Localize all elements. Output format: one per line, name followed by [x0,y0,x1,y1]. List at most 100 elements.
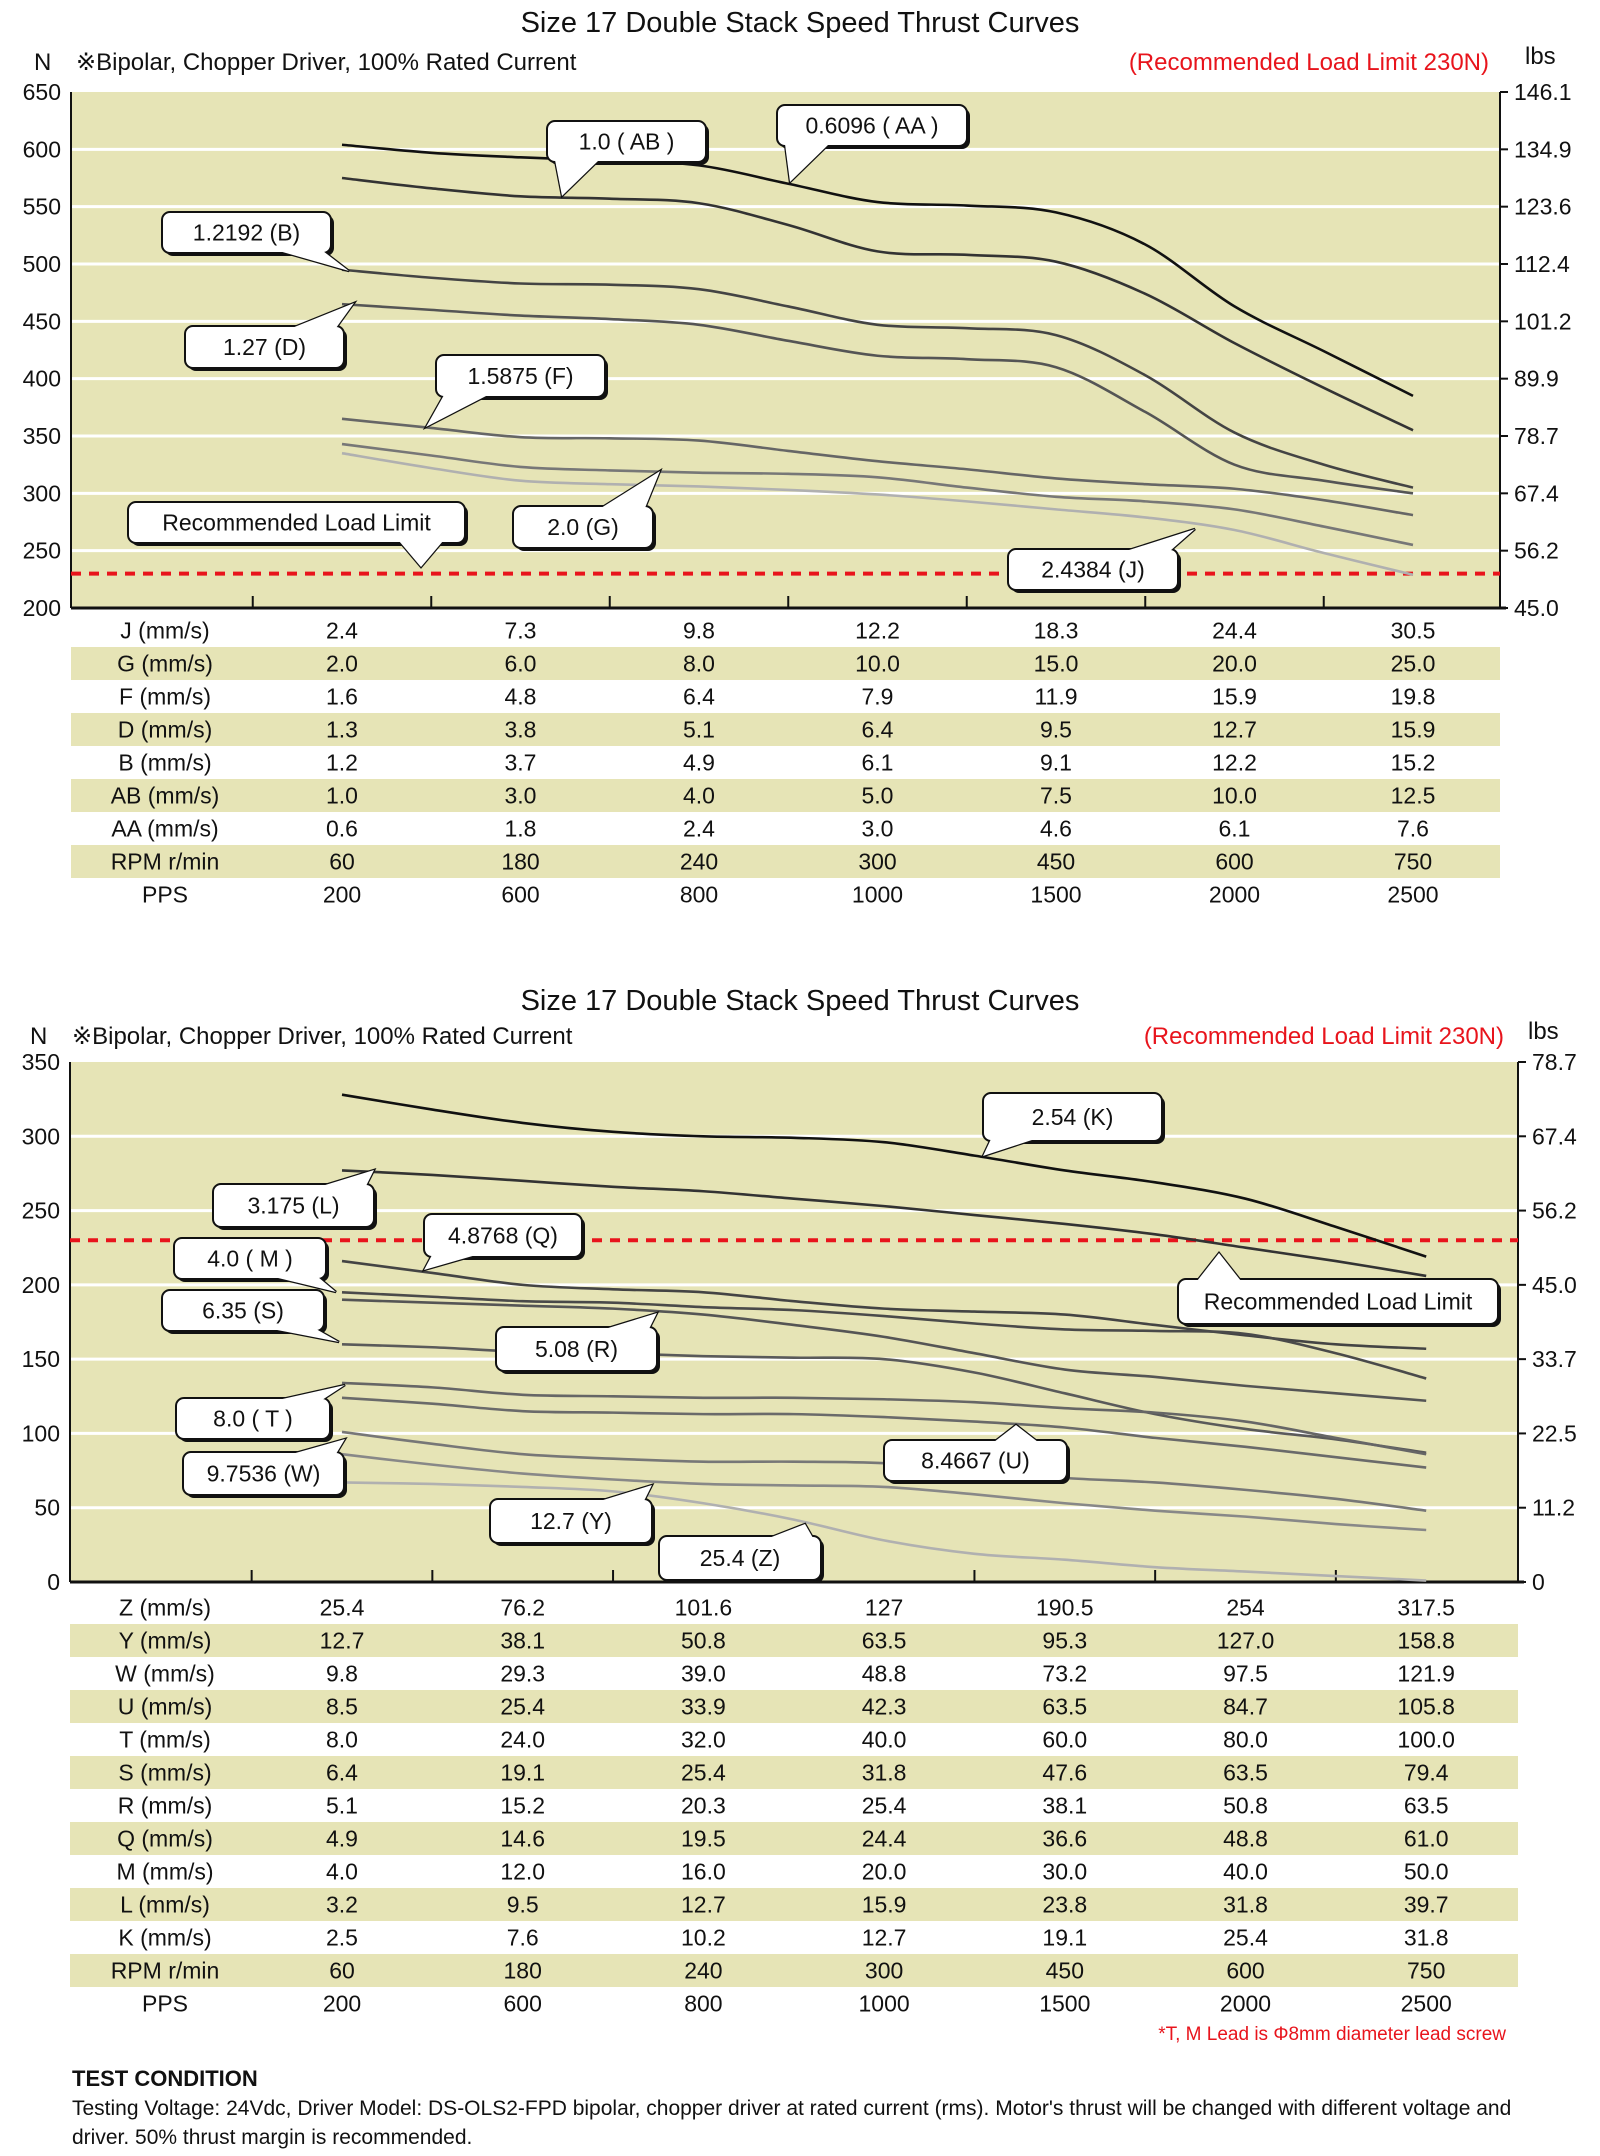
table-cell: 7.5 [1040,783,1072,809]
callout-label: 2.4384 (J) [1041,557,1145,583]
table-cell: 240 [684,1958,722,1984]
series-callout: 25.4 (Z) [658,1522,824,1583]
series-callout: 1.27 (D) [184,300,358,371]
table-cell: 240 [680,849,718,875]
table-cell: 254 [1226,1595,1265,1621]
table-cell: 24.0 [500,1727,545,1753]
callout-label: 4.8768 (Q) [448,1223,558,1249]
chart-2-subtitle: ※Bipolar, Chopper Driver, 100% Rated Cur… [72,1023,573,1050]
table-cell: 95.3 [1042,1628,1087,1654]
y-right-tick-label: 112.4 [1514,251,1570,277]
y-left-tick-label: 400 [23,366,61,392]
table-cell: 47.6 [1042,1760,1087,1786]
chart-2-right-unit: lbs [1528,1018,1559,1045]
table-cell: 101.6 [675,1595,733,1621]
table-cell: 16.0 [681,1859,726,1885]
table-cell: 20.0 [862,1859,907,1885]
table-cell: 9.8 [683,618,715,644]
series-callout: 4.0 ( M ) [173,1237,337,1294]
callout-box [161,211,332,254]
callout-box [127,501,466,544]
callout-label: Recommended Load Limit [1204,1289,1473,1315]
table-cell: 12.7 [681,1892,726,1918]
table-cell: 12.0 [500,1859,545,1885]
table-cell: 60 [329,1958,355,1984]
callout-pointer-fill [994,1425,1038,1442]
table-cell: 2500 [1387,882,1438,908]
table-cell: 158.8 [1397,1628,1455,1654]
table-cell: 5.0 [862,783,894,809]
table-cell: 30.5 [1391,618,1436,644]
table-cell: 19.1 [1042,1925,1087,1951]
table-cell: 127.0 [1217,1628,1275,1654]
table-cell: 10.2 [681,1925,726,1951]
y-left-tick-label: 650 [23,79,61,105]
table-cell: 1500 [1030,882,1081,908]
series-callout: 0.6096 ( AA ) [776,104,970,185]
callout-box [212,1183,375,1228]
table-cell: 19.8 [1391,684,1436,710]
table-cell: 39.0 [681,1661,726,1687]
table-cell: 200 [323,882,361,908]
table-row-label: PPS [142,1991,188,2017]
callout-box [182,1451,345,1496]
y-left-tick-label: 250 [23,538,61,564]
table-cell: 600 [501,882,539,908]
callout-pointer-fill [424,1255,476,1270]
callout-pointer-fill [292,303,354,328]
series-line-10 [341,1481,1427,1582]
callout-label: 4.0 ( M ) [207,1246,293,1272]
y-right-tick-label: 78.7 [1532,1049,1577,1075]
table-cell: 450 [1037,849,1075,875]
table-row-label: Q (mm/s) [117,1826,213,1852]
y-left-tick-label: 0 [47,1569,60,1595]
table-cell: 317.5 [1397,1595,1455,1621]
table-row-label: K (mm/s) [118,1925,211,1951]
series-callout: 4.8768 (Q) [421,1213,585,1273]
callout-pointer-fill [278,1385,345,1400]
callout-box [489,1498,653,1544]
series-line-0 [341,1093,1427,1258]
table-row-shade [70,1756,1518,1789]
table-cell: 300 [858,849,896,875]
chart-1: 650 146.1 600 134.9 550 123.6 500 112.4 450 101.2… [23,79,1572,908]
chart-2-limit-note: (Recommended Load Limit 230N) [1143,1023,1504,1050]
callout-box [1007,548,1179,591]
table-cell: 61.0 [1404,1826,1449,1852]
table-cell: 15.9 [862,1892,907,1918]
table-cell: 48.8 [862,1661,907,1687]
table-cell: 63.5 [1042,1694,1087,1720]
callout-pointer-fill [600,1485,652,1501]
table-cell: 60.0 [1042,1727,1087,1753]
table-cell: 6.4 [683,684,715,710]
table-cell: 84.7 [1223,1694,1268,1720]
table-cell: 38.1 [500,1628,545,1654]
y-left-tick-label: 350 [23,423,61,449]
series-callout: 1.5875 (F) [422,354,608,431]
table-cell: 3.0 [505,783,537,809]
callout-pointer-fill [555,160,599,196]
callout-pointer-fill [399,541,443,567]
series-line-2 [341,1259,1427,1351]
table-cell: 38.1 [1042,1793,1087,1819]
table-row-label: RPM r/min [111,849,220,875]
table-cell: 4.6 [1040,816,1072,842]
table-cell: 1.2 [326,750,358,776]
y-left-tick-label: 100 [22,1420,60,1446]
table-row-shade [71,713,1500,746]
table-cell: 2.5 [326,1925,358,1951]
y-left-tick-label: 350 [22,1049,60,1075]
callout-label: Recommended Load Limit [162,510,431,536]
table-cell: 18.3 [1034,618,1079,644]
table-cell: 1.8 [505,816,537,842]
table-cell: 50.8 [681,1628,726,1654]
table-row-label: G (mm/s) [117,651,213,677]
table-cell: 4.0 [326,1859,358,1885]
y-left-tick-label: 200 [22,1272,60,1298]
table-row-label: AB (mm/s) [111,783,220,809]
table-row-label: S (mm/s) [118,1760,211,1786]
table-cell: 180 [501,849,539,875]
table-cell: 15.0 [1034,651,1079,677]
series-callout: 2.4384 (J) [1007,527,1196,593]
lead-screw-note: *T, M Lead is Φ8mm diameter lead screw [1158,2024,1506,2045]
